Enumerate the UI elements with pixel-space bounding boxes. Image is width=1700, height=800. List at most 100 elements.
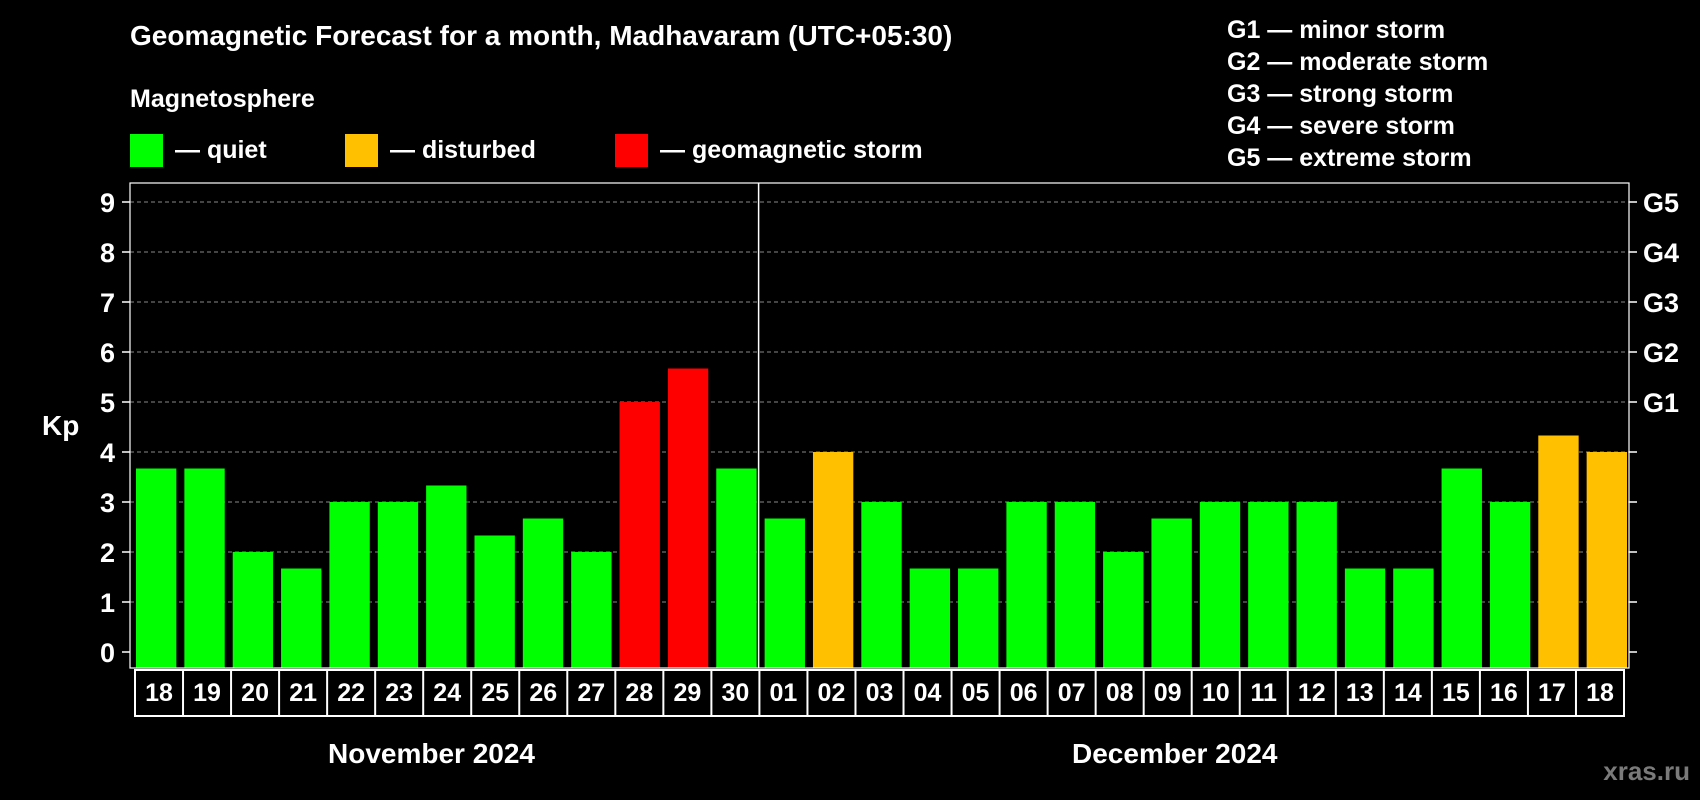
month-label-november: November 2024 (328, 738, 536, 769)
x-tick-label-16: 04 (914, 679, 942, 707)
legend-item-quiet: — quiet (130, 133, 267, 167)
bar-0-18 (136, 468, 177, 668)
y-tick-label-0: 0 (100, 638, 115, 668)
x-tick-label-20: 08 (1106, 679, 1134, 707)
storm-level-list: G1 — minor storm G2 — moderate storm G3 … (1227, 14, 1488, 174)
storm-level-g1: G1 — minor storm (1227, 16, 1446, 44)
storm-level-g2: G2 — moderate storm (1227, 48, 1489, 76)
x-tick-label-29: 17 (1538, 679, 1566, 707)
x-tick-label-5: 23 (385, 679, 413, 707)
bar-21-09 (1151, 518, 1192, 668)
y-tick-label-5: 5 (100, 388, 115, 418)
x-tick-label-14: 02 (818, 679, 846, 707)
legend-swatch-quiet (130, 133, 163, 167)
x-tick-label-18: 06 (1010, 679, 1038, 707)
legend-label-disturbed: — disturbed (390, 135, 536, 164)
plot-frame (129, 182, 1630, 669)
bar-8-26 (522, 518, 564, 668)
legend-title: Magnetosphere (130, 85, 315, 113)
x-tick-label-2: 20 (241, 679, 269, 707)
x-tick-label-0: 18 (145, 679, 173, 707)
storm-level-g3: G3 — strong storm (1227, 80, 1454, 108)
x-tick-label-30: 18 (1586, 679, 1614, 707)
x-tick-label-7: 25 (481, 679, 509, 707)
bar-7-25 (474, 535, 515, 668)
chart-title: Geomagnetic Forecast for a month, Madhav… (130, 20, 953, 51)
x-tick-label-23: 11 (1251, 679, 1278, 707)
bar-18-06 (1006, 502, 1047, 668)
month-label-december: December 2024 (1072, 738, 1278, 769)
x-tick-label-24: 12 (1298, 679, 1326, 707)
right-axis-label-g1: G1 (1643, 388, 1679, 418)
right-axis-label-g4: G4 (1643, 238, 1679, 268)
bar-3-21 (281, 568, 322, 668)
bar-23-11 (1248, 502, 1289, 668)
bar-14-02 (812, 452, 854, 668)
x-tick-label-17: 05 (962, 679, 990, 707)
x-tick-label-19: 07 (1058, 679, 1086, 707)
x-tick-label-10: 28 (625, 679, 653, 707)
legend-swatch-disturbed (345, 133, 378, 167)
bar-11-29 (667, 368, 709, 668)
bar-29-17 (1538, 435, 1579, 668)
x-tick-label-4: 22 (337, 679, 365, 707)
y-tick-label-1: 1 (100, 588, 115, 618)
x-tick-label-1: 19 (193, 679, 221, 707)
bar-6-24 (426, 485, 467, 668)
x-tick-label-11: 29 (673, 679, 701, 707)
bar-5-23 (377, 502, 419, 668)
bar-4-22 (329, 502, 370, 668)
bar-17-05 (958, 568, 999, 668)
x-axis-date-box (134, 669, 1625, 717)
x-tick-label-9: 27 (577, 679, 605, 707)
bar-26-14 (1393, 568, 1434, 668)
y-tick-label-2: 2 (100, 538, 115, 568)
legend-label-quiet: — quiet (175, 135, 267, 164)
x-tick-label-15: 03 (866, 679, 894, 707)
bar-15-03 (861, 502, 902, 668)
x-tick-label-27: 15 (1442, 679, 1470, 707)
x-tick-label-25: 13 (1346, 679, 1374, 707)
legend-item-disturbed: — disturbed (345, 133, 536, 167)
x-tick-label-22: 10 (1202, 679, 1230, 707)
legend-swatch-storm (615, 133, 648, 167)
bar-27-15 (1441, 468, 1482, 668)
bar-30-18 (1586, 452, 1627, 668)
right-axis-label-g2: G2 (1643, 338, 1679, 368)
y-tick-label-6: 6 (100, 338, 115, 368)
x-tick-label-26: 14 (1394, 679, 1422, 707)
bar-19-07 (1054, 502, 1096, 668)
bar-28-16 (1489, 502, 1531, 668)
bar-1-19 (184, 468, 225, 668)
y-tick-label-7: 7 (100, 288, 115, 318)
bar-20-08 (1103, 552, 1144, 668)
bar-9-27 (571, 552, 612, 668)
x-tick-label-21: 09 (1154, 679, 1182, 707)
watermark: xras.ru (1603, 756, 1690, 786)
y-tick-label-4: 4 (100, 438, 115, 468)
bar-12-30 (716, 468, 757, 668)
y-tick-label-9: 9 (100, 188, 115, 218)
y-tick-label-3: 3 (100, 488, 115, 518)
x-tick-label-6: 24 (433, 679, 461, 707)
right-axis-label-g5: G5 (1643, 188, 1679, 218)
bar-24-12 (1296, 502, 1337, 668)
y-axis-label: Kp (42, 410, 80, 441)
bar-13-01 (764, 518, 805, 668)
bar-2-20 (232, 552, 274, 668)
right-axis-label-g3: G3 (1643, 288, 1679, 318)
x-tick-label-8: 26 (529, 679, 557, 707)
bar-22-10 (1199, 502, 1241, 668)
x-tick-label-13: 01 (770, 679, 798, 707)
legend-item-storm: — geomagnetic storm (615, 133, 923, 167)
storm-level-g5: G5 — extreme storm (1227, 144, 1472, 172)
x-tick-label-12: 30 (721, 679, 749, 707)
x-tick-label-3: 21 (289, 679, 317, 707)
legend-label-storm: — geomagnetic storm (660, 135, 923, 164)
bar-10-28 (619, 402, 660, 668)
bar-16-04 (909, 568, 951, 668)
y-tick-label-8: 8 (100, 238, 115, 268)
storm-level-g4: G4 — severe storm (1227, 112, 1455, 140)
bar-25-13 (1344, 568, 1386, 668)
